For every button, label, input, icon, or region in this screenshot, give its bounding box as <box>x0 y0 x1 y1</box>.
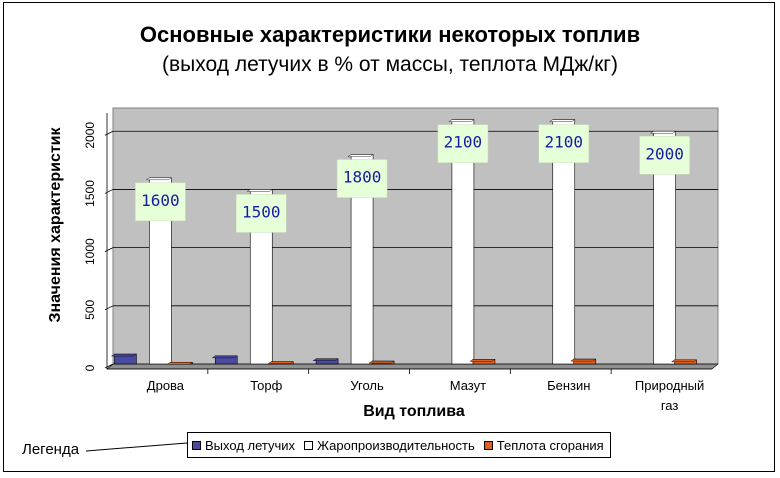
y-tick-mark <box>104 305 114 311</box>
bar-calorific-top <box>267 361 294 364</box>
bar-calorific-top <box>166 362 194 365</box>
legend-callout-line <box>85 442 188 452</box>
bar-volatile-top <box>110 353 138 357</box>
data-label-box <box>336 159 388 198</box>
data-label: 1800 <box>343 168 382 187</box>
y-tick-mark <box>104 247 114 252</box>
x-axis-title: Вид топлива <box>363 403 465 420</box>
bar-calorific-top <box>570 358 597 362</box>
y-tick-label: 0 <box>83 364 97 371</box>
legend-item-heat-output: Жаропроизводительность <box>304 438 475 453</box>
legend-label-calorific: Теплота сгорания <box>496 437 604 453</box>
bar-heat-output-top <box>145 177 173 181</box>
data-label: 2100 <box>444 133 483 152</box>
x-tick-label: Уголь <box>350 378 384 393</box>
y-tick-mark <box>104 130 114 136</box>
data-label: 2100 <box>544 133 583 152</box>
data-label-box <box>437 124 489 163</box>
chart-subtitle: (выход летучих в % от массы, теплота МДж… <box>162 53 618 76</box>
legend-swatch-heat-output <box>304 440 314 450</box>
legend-item-volatile: Выход летучих <box>192 438 295 453</box>
bar-calorific-top <box>368 360 395 364</box>
data-label: 1500 <box>242 202 281 221</box>
data-label-box <box>135 182 186 222</box>
legend-swatch-calorific <box>483 440 493 450</box>
chart-title: Основные характеристики некоторых топлив <box>139 22 641 47</box>
data-label: 2000 <box>645 144 684 163</box>
bar-volatile-top <box>312 358 339 361</box>
x-tick-label: Природный <box>635 378 704 393</box>
bar-volatile-top <box>211 355 238 359</box>
legend-item-calorific: Теплота сгорания <box>483 437 604 453</box>
bar-heat-output-top <box>347 154 374 157</box>
x-tick-label: Мазут <box>450 378 486 393</box>
plot-area <box>112 107 719 365</box>
x-tick-label-line2: газ <box>661 398 679 413</box>
y-tick-label: 2000 <box>83 122 97 149</box>
plot-floor <box>106 363 719 370</box>
x-tick-label: Торф <box>250 378 282 393</box>
legend-swatch-volatile <box>192 440 201 450</box>
data-label-box <box>538 124 589 163</box>
y-tick-label: 1000 <box>83 238 97 265</box>
data-label-box <box>639 136 690 175</box>
bar-calorific-top <box>670 359 698 363</box>
data-label-box <box>236 194 287 233</box>
legend-callout: Легенда <box>22 441 80 458</box>
bar-heat-output-top <box>448 119 475 122</box>
y-tick-mark <box>104 363 114 369</box>
data-label: 1600 <box>141 191 180 210</box>
y-tick-label: 1500 <box>83 180 97 207</box>
y-axis-title: Значения характеристик <box>47 126 64 322</box>
legend: Выход летучих Жаропроизводительность Теп… <box>187 432 611 458</box>
x-tick-label: Дрова <box>147 378 185 393</box>
bar-heat-output-top <box>246 189 273 192</box>
legend-label-volatile: Выход летучих <box>205 437 296 453</box>
bar-heat-output-top <box>649 131 677 134</box>
y-tick-mark <box>104 189 114 194</box>
x-tick-label: Бензин <box>547 378 590 393</box>
legend-label-heat-output: Жаропроизводительность <box>317 437 475 453</box>
bar-calorific-top <box>469 359 496 362</box>
bar-heat-output-top <box>549 119 576 122</box>
y-tick-label: 500 <box>83 299 97 319</box>
